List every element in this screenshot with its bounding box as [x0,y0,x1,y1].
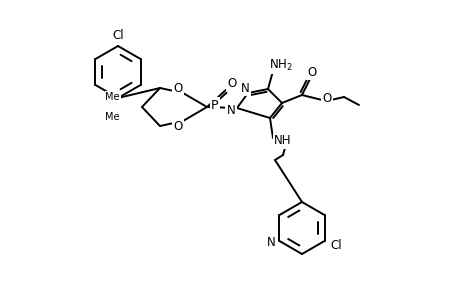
Text: Cl: Cl [330,239,341,253]
Text: O: O [173,82,182,94]
Text: N: N [267,236,275,250]
Text: P: P [211,98,218,112]
Text: O: O [307,65,316,79]
Text: Cl: Cl [112,28,123,41]
Text: O: O [173,119,182,133]
Text: O: O [227,76,236,89]
Text: NH: NH [274,134,291,148]
Text: Me: Me [105,112,120,122]
Text: O: O [322,92,331,104]
Text: N: N [240,82,249,94]
Text: N: N [226,104,235,118]
Text: NH$_2$: NH$_2$ [269,58,292,73]
Text: Me: Me [105,92,120,102]
